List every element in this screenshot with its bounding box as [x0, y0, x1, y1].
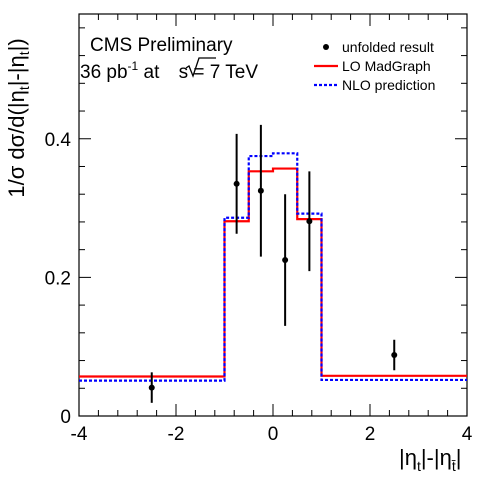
y-tick-label: 0.2 — [45, 268, 71, 289]
y-axis-label: 1/σ dσ/d(|ηt|-|ηt|) — [4, 38, 32, 197]
data-point — [282, 257, 289, 264]
x-axis-label: |ηt|-|ηt̄| — [399, 445, 461, 474]
legend-marker-unfolded — [323, 44, 329, 50]
x-tick-label: 4 — [462, 424, 473, 445]
x-tick-label: 2 — [365, 424, 376, 445]
data-point — [148, 384, 155, 391]
cms-preliminary-label: CMS Preliminary — [90, 35, 233, 56]
data-point — [391, 352, 398, 359]
data-point — [306, 218, 313, 225]
y-tick-label: 0 — [60, 407, 71, 428]
lo-madgraph-line — [79, 167, 467, 378]
x-tick-label: -2 — [168, 424, 185, 445]
legend-label-lo: LO MadGraph — [342, 58, 431, 74]
nlo-prediction-line — [79, 152, 467, 382]
axis-ticks: -4 -2 0 2 4 0 0.2 0.4 — [45, 14, 473, 445]
luminosity-energy-label: 36 pb-1 at s = 7 TeV — [80, 59, 258, 83]
plot-frame — [78, 13, 468, 417]
legend-label-unfolded: unfolded result — [342, 39, 434, 55]
x-tick-label: -4 — [71, 424, 88, 445]
legend: unfolded result LO MadGraph NLO predicti… — [314, 39, 435, 93]
series-layer — [79, 124, 467, 403]
data-point — [233, 180, 240, 187]
sqrt-sign — [185, 57, 216, 78]
data-point — [257, 187, 264, 194]
x-tick-label: 0 — [268, 424, 279, 445]
legend-label-nlo: NLO prediction — [342, 77, 435, 93]
plot-area — [78, 13, 468, 417]
y-tick-label: 0.4 — [45, 130, 72, 151]
